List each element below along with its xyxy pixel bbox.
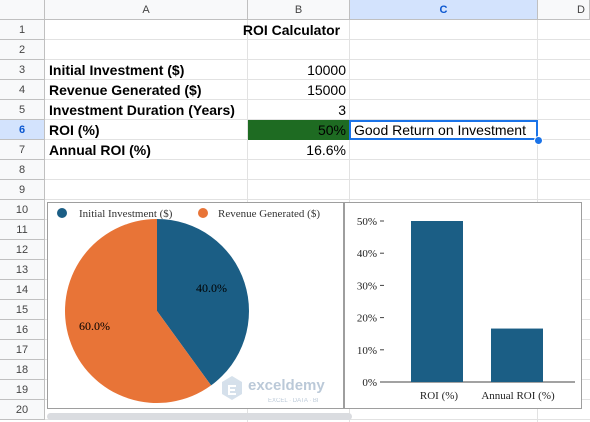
horizontal-scrollbar[interactable] [47, 413, 352, 420]
row-header-3[interactable]: 3 [0, 60, 45, 80]
bar-roi [411, 221, 463, 382]
row-header-16[interactable]: 16 [0, 320, 45, 340]
bar-y-tick-label: 40% [357, 248, 377, 260]
label-initial-investment[interactable]: Initial Investment ($) [49, 62, 185, 78]
title-cell[interactable]: ROI Calculator [242, 22, 341, 38]
legend-label-revenue: Revenue Generated ($) [218, 208, 320, 220]
legend-swatch-revenue [198, 208, 208, 218]
column-header-c[interactable]: C [350, 0, 538, 20]
row-header-18[interactable]: 18 [0, 360, 45, 380]
exceldemy-logo-icon [222, 376, 242, 400]
row-header-13[interactable]: 13 [0, 260, 45, 280]
fill-handle[interactable] [534, 136, 543, 145]
bar-y-tick-label: 50% [357, 216, 377, 228]
watermark-brand: exceldemy [248, 377, 325, 394]
bar-category-roi: ROI (%) [420, 390, 459, 402]
row-header-7[interactable]: 7 [0, 140, 45, 160]
column-header-a[interactable]: A [45, 0, 248, 20]
label-annual-roi[interactable]: Annual ROI (%) [49, 142, 151, 158]
watermark-tagline: EXCEL · DATA · BI [268, 398, 319, 404]
value-roi[interactable]: 50% [248, 120, 350, 140]
pie-slice-revenue [65, 219, 212, 403]
value-investment-duration[interactable]: 3 [338, 102, 346, 118]
row-header-8[interactable]: 8 [0, 160, 45, 180]
row-header-10[interactable]: 10 [0, 200, 45, 220]
bar-chart[interactable]: 0% 10% 20% 30% 40% 50% ROI (%) Annual ROI (%) [344, 202, 582, 409]
bar-category-annual-roi: Annual ROI (%) [481, 390, 555, 402]
bar-y-tick-label: 0% [362, 377, 377, 389]
pie-label-revenue: 60.0% [79, 319, 110, 333]
row-header-1[interactable]: 1 [0, 20, 45, 40]
column-header-b[interactable]: B [248, 0, 350, 20]
value-annual-roi[interactable]: 16.6% [306, 142, 346, 158]
bar-chart-svg: 0% 10% 20% 30% 40% 50% ROI (%) Annual ROI (%) [357, 216, 575, 402]
column-header-d[interactable]: D [538, 0, 590, 20]
select-all-corner[interactable] [0, 0, 45, 20]
label-roi[interactable]: ROI (%) [49, 122, 100, 138]
legend-label-initial: Initial Investment ($) [79, 208, 173, 220]
row-header-20[interactable]: 20 [0, 400, 45, 420]
row-header-12[interactable]: 12 [0, 240, 45, 260]
row-header-4[interactable]: 4 [0, 80, 45, 100]
row-header-15[interactable]: 15 [0, 300, 45, 320]
pie-chart-svg: Initial Investment ($) Revenue Generated… [57, 208, 320, 403]
row-header-17[interactable]: 17 [0, 340, 45, 360]
comment-cell-selected[interactable]: Good Return on Investment [349, 120, 538, 140]
bar-annual-roi [491, 328, 543, 382]
row-header-9[interactable]: 9 [0, 180, 45, 200]
pie-chart[interactable]: Initial Investment ($) Revenue Generated… [47, 202, 344, 409]
row-header-11[interactable]: 11 [0, 220, 45, 240]
label-investment-duration[interactable]: Investment Duration (Years) [49, 102, 235, 118]
pie-slice-initial [157, 219, 250, 386]
pie-label-initial: 40.0% [196, 281, 227, 295]
row-header-2[interactable]: 2 [0, 40, 45, 60]
bar-y-tick-label: 10% [357, 345, 377, 357]
row-header-6[interactable]: 6 [0, 120, 45, 140]
exceldemy-watermark: exceldemy EXCEL · DATA · BI [222, 376, 325, 404]
row-header-5[interactable]: 5 [0, 100, 45, 120]
bar-y-tick-label: 20% [357, 313, 377, 325]
row-header-14[interactable]: 14 [0, 280, 45, 300]
bar-y-tick-label: 30% [357, 280, 377, 292]
legend-swatch-initial [57, 208, 67, 218]
label-revenue-generated[interactable]: Revenue Generated ($) [49, 82, 202, 98]
row-header-19[interactable]: 19 [0, 380, 45, 400]
value-revenue-generated[interactable]: 15000 [307, 82, 346, 98]
value-initial-investment[interactable]: 10000 [307, 62, 346, 78]
